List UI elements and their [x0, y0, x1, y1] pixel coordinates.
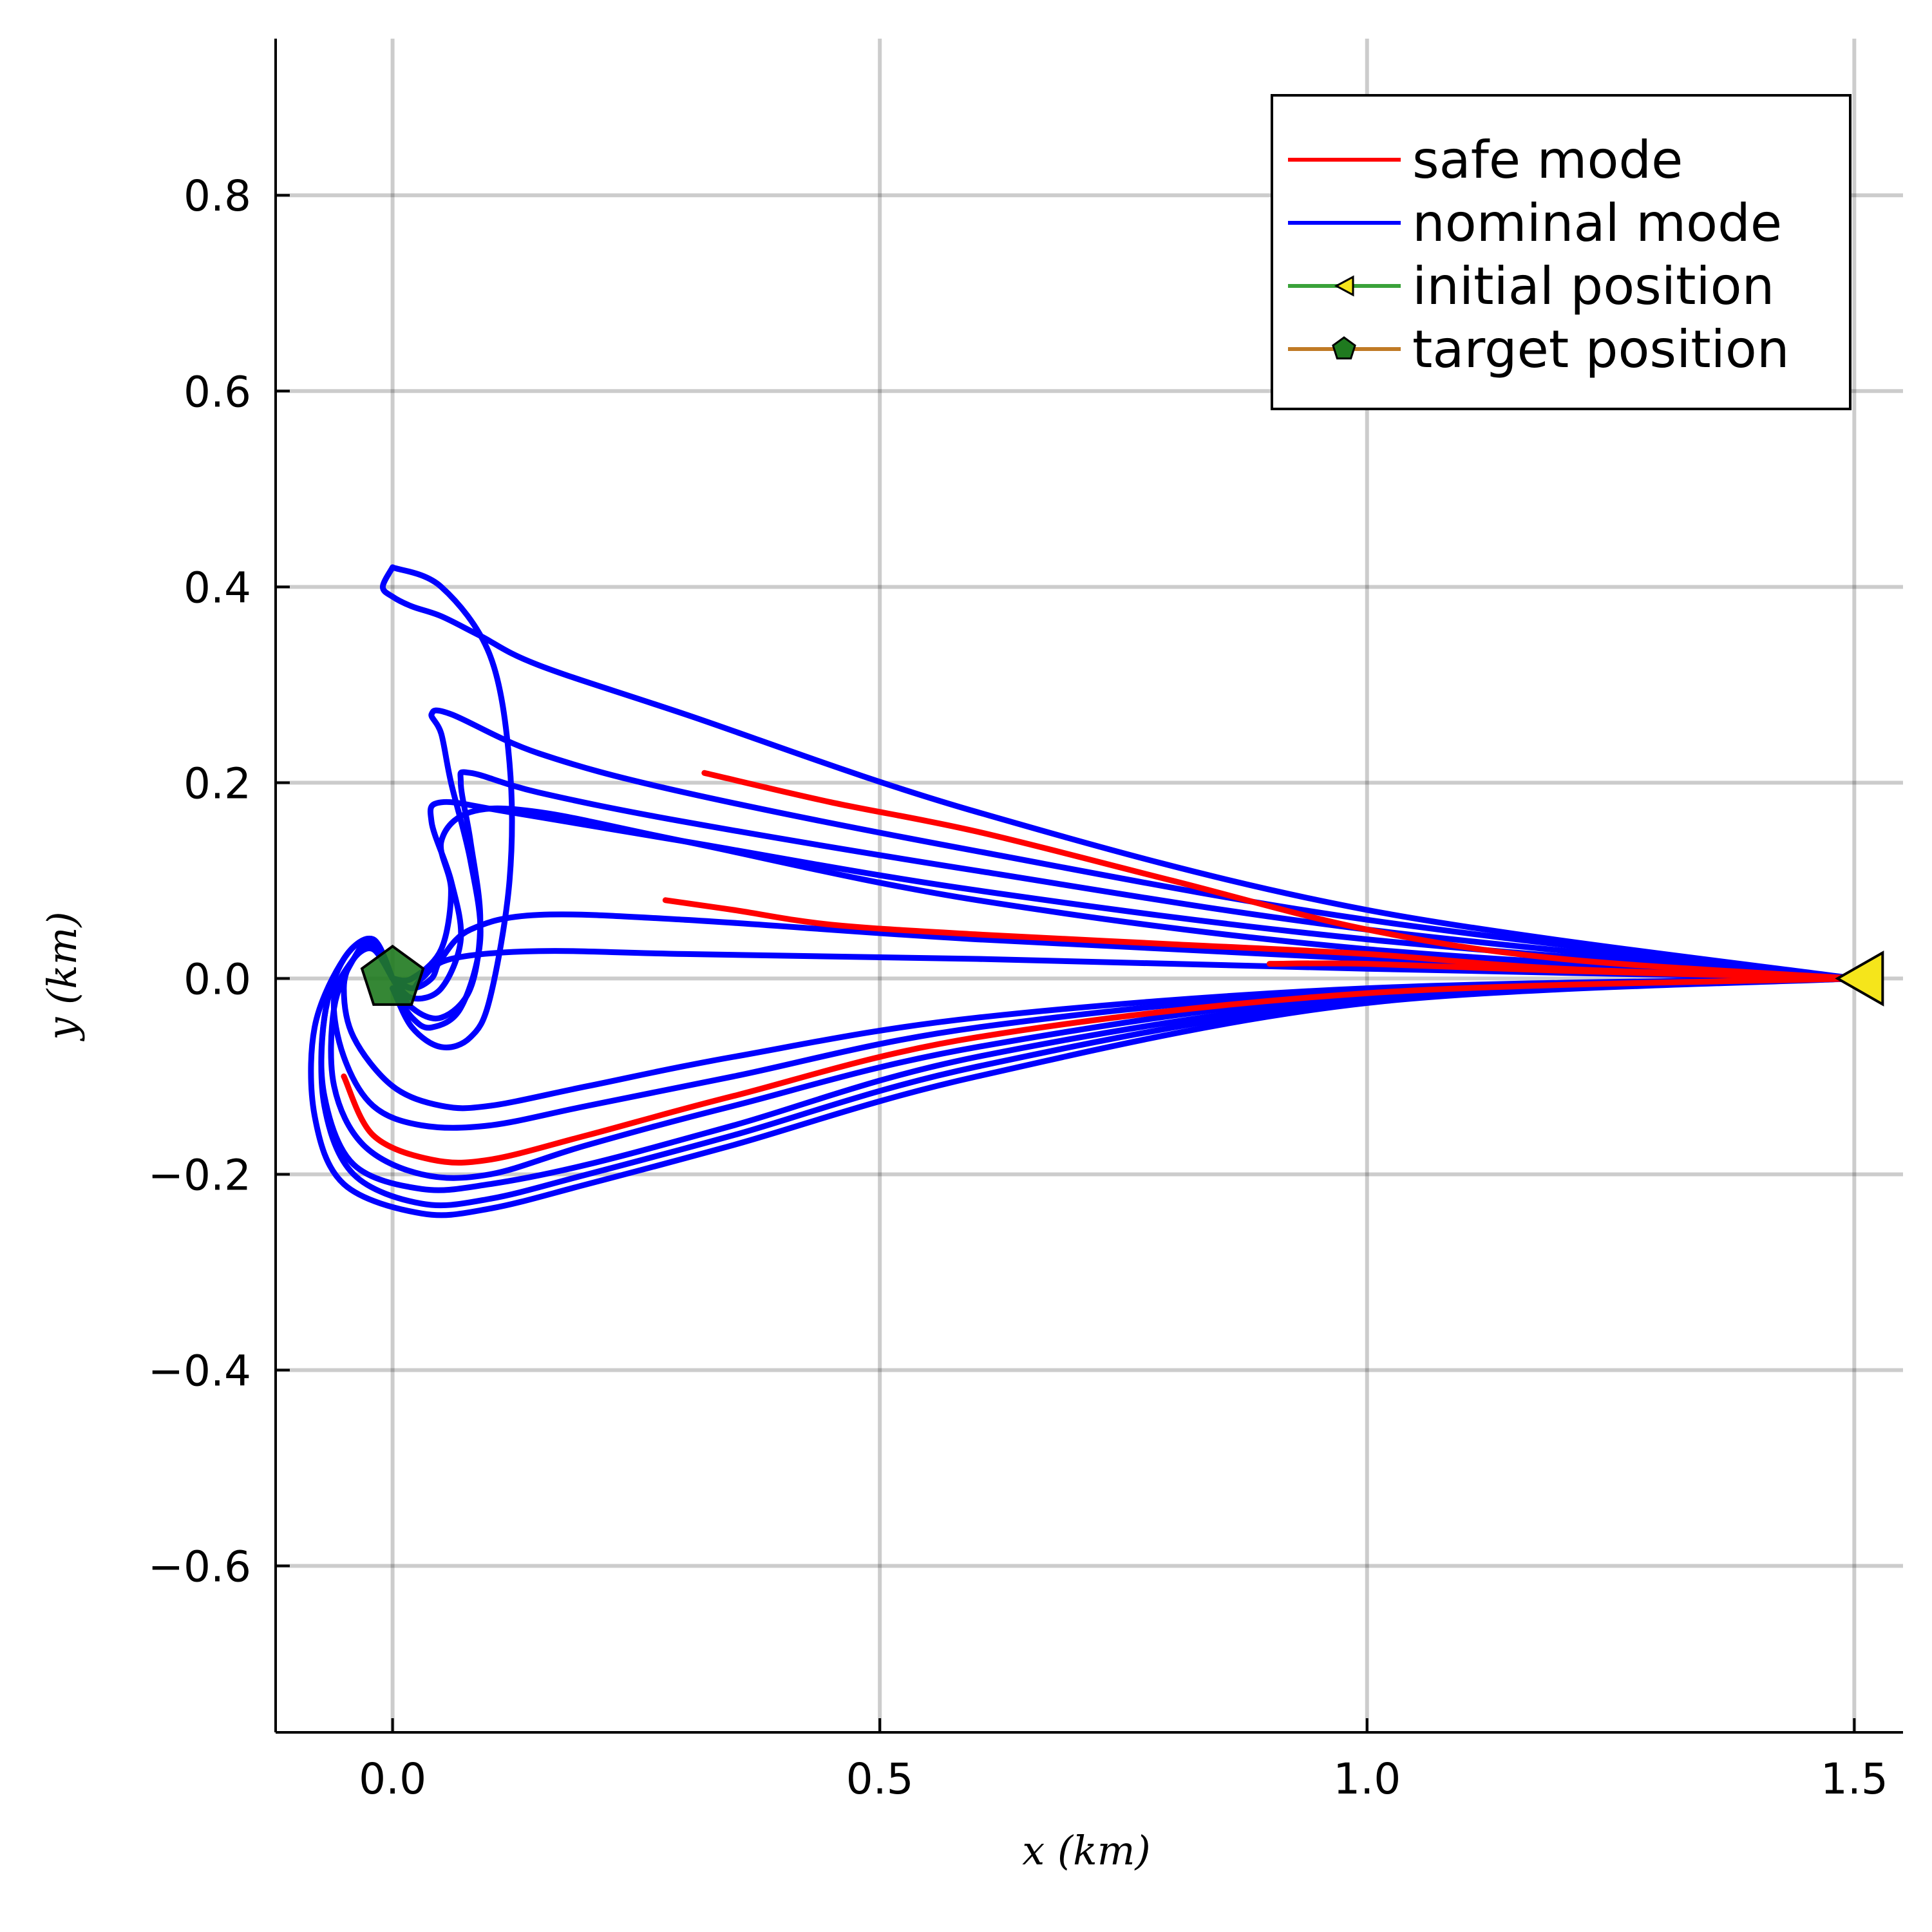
nominal-mode-trajectory-12 [318, 936, 1857, 1209]
y-tick-label: 0.0 [184, 954, 251, 1004]
legend-entry: nominal mode [1288, 193, 1782, 253]
legend-label: initial position [1412, 256, 1774, 316]
axes [274, 39, 1903, 1734]
legend-label: target position [1412, 319, 1790, 379]
safe-mode-trajectory-17 [341, 975, 1857, 1166]
legend-entry: target position [1288, 319, 1790, 379]
nominal-mode-trajectory-13 [308, 936, 1857, 1218]
x-axis-title: x (km) [1022, 1827, 1150, 1874]
nominal-mode-trajectory-1 [390, 564, 515, 1050]
position-markers [360, 944, 1884, 1007]
legend-pentagon-marker [1332, 336, 1356, 360]
x-tick-label: 1.5 [1821, 1754, 1888, 1804]
y-tick-label: 0.6 [184, 367, 251, 417]
safe-mode-trajectory-16 [1266, 960, 1857, 981]
nominal-mode-trajectory-4 [390, 799, 1857, 1002]
safe-mode-trajectory-14 [701, 770, 1857, 981]
x-tick-label: 1.0 [1333, 1754, 1401, 1804]
y-tick-label: −0.2 [148, 1150, 251, 1200]
x-tick-label: 0.0 [359, 1754, 426, 1804]
y-tick-label: −0.4 [148, 1347, 251, 1396]
x-tick-label: 0.5 [846, 1754, 914, 1804]
y-tick-label: 0.4 [184, 563, 251, 612]
y-tick-label: 0.2 [184, 759, 251, 808]
trajectory-series [308, 564, 1857, 1218]
legend-triangle-marker [1334, 275, 1354, 297]
legend-label: nominal mode [1412, 193, 1782, 253]
legend-label: safe mode [1412, 130, 1683, 190]
initial-position-marker [1835, 950, 1884, 1007]
tick-labels: 0.0 0.5 1.0 1.5 0.8 0.6 0.4 0.2 0.0 −0.2 −0.4 −0.6 [148, 171, 1888, 1804]
target-position-marker [360, 944, 425, 1006]
nominal-mode-trajectory-5 [390, 805, 1857, 984]
nominal-mode-trajectory-7 [390, 948, 1857, 992]
y-tick-label: −0.6 [148, 1542, 251, 1592]
legend-entry: initial position [1288, 256, 1774, 316]
nominal-mode-trajectory-0 [379, 564, 1857, 981]
y-tick-label: 0.8 [184, 171, 251, 221]
legend-box [1271, 94, 1852, 410]
y-axis-title: y (km) [39, 911, 86, 1041]
legend-entry: safe mode [1288, 130, 1683, 190]
